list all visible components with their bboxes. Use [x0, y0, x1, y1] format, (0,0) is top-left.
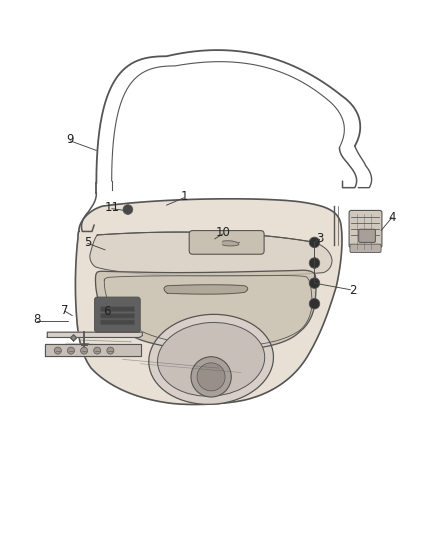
Text: 2: 2 [349, 284, 357, 297]
Polygon shape [71, 335, 77, 341]
Circle shape [191, 357, 231, 397]
Text: 9: 9 [66, 133, 74, 146]
Circle shape [197, 363, 225, 391]
Circle shape [309, 278, 320, 288]
Polygon shape [90, 232, 332, 277]
Ellipse shape [158, 322, 265, 396]
Circle shape [81, 347, 88, 354]
FancyBboxPatch shape [350, 244, 381, 253]
Text: 10: 10 [216, 226, 231, 239]
Polygon shape [75, 199, 342, 405]
Polygon shape [47, 332, 142, 337]
FancyBboxPatch shape [100, 313, 134, 318]
Circle shape [123, 205, 133, 214]
Circle shape [309, 258, 320, 268]
FancyBboxPatch shape [95, 297, 140, 332]
FancyBboxPatch shape [189, 231, 264, 254]
FancyBboxPatch shape [100, 320, 134, 325]
Polygon shape [45, 344, 141, 356]
FancyBboxPatch shape [349, 211, 382, 248]
Circle shape [107, 347, 114, 354]
FancyBboxPatch shape [100, 307, 134, 312]
Polygon shape [223, 241, 239, 246]
Text: 8: 8 [34, 313, 41, 326]
Text: 3: 3 [316, 231, 323, 245]
Text: 1: 1 [180, 190, 188, 203]
Polygon shape [164, 285, 247, 294]
Text: 5: 5 [84, 236, 91, 249]
FancyBboxPatch shape [359, 229, 375, 243]
Polygon shape [95, 270, 316, 351]
Circle shape [67, 347, 74, 354]
Text: 4: 4 [388, 211, 396, 224]
Text: 11: 11 [104, 201, 119, 214]
Text: 6: 6 [103, 305, 111, 318]
Text: 7: 7 [61, 304, 69, 317]
Circle shape [309, 298, 320, 309]
Circle shape [54, 347, 61, 354]
Circle shape [94, 347, 101, 354]
Ellipse shape [149, 314, 273, 405]
Circle shape [309, 237, 320, 248]
